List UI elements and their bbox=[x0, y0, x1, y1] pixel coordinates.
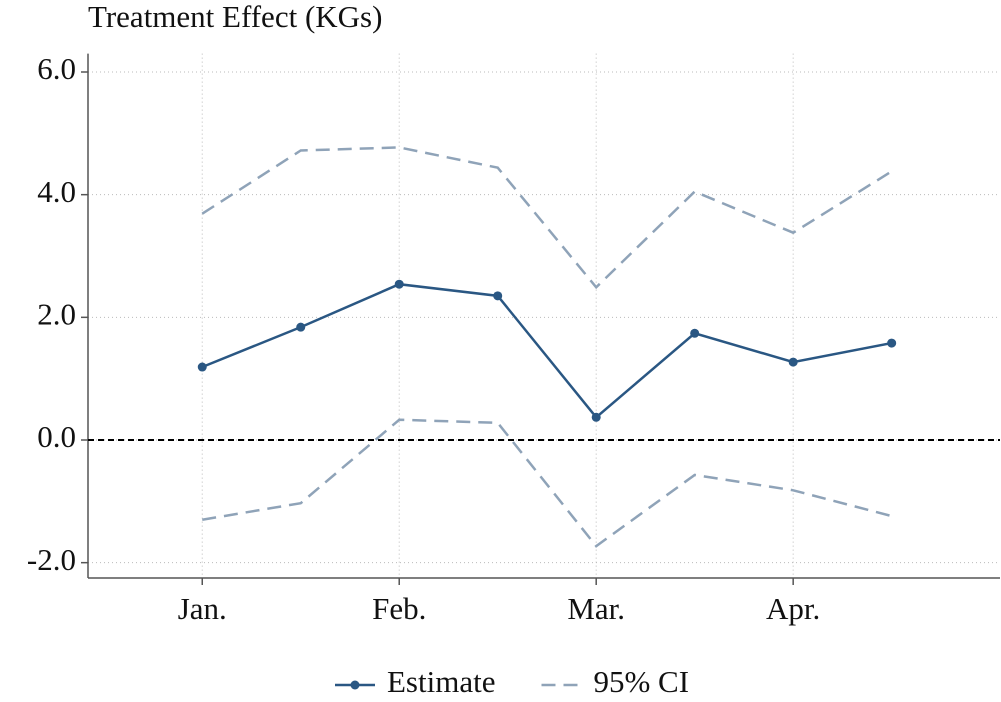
y-tick-label: -2.0 bbox=[27, 542, 76, 577]
legend-marker bbox=[350, 680, 360, 690]
point bbox=[788, 357, 798, 367]
point bbox=[591, 412, 601, 422]
point bbox=[690, 328, 700, 338]
legend-label: Estimate bbox=[387, 664, 495, 699]
x-tick-label: Apr. bbox=[766, 591, 820, 626]
point bbox=[296, 322, 306, 332]
x-tick-label: Jan. bbox=[178, 591, 227, 626]
x-tick-label: Mar. bbox=[567, 591, 625, 626]
y-tick-label: 2.0 bbox=[37, 296, 76, 331]
point bbox=[197, 362, 207, 372]
point bbox=[887, 338, 897, 348]
x-tick-label: Feb. bbox=[372, 591, 426, 626]
y-tick-label: 6.0 bbox=[37, 51, 76, 86]
estimate-line bbox=[201, 282, 892, 420]
ci-line bbox=[201, 146, 893, 290]
y-tick-label: 4.0 bbox=[37, 174, 76, 209]
y-tick-label: 0.0 bbox=[37, 419, 76, 454]
point bbox=[394, 279, 404, 289]
point bbox=[493, 291, 503, 301]
ci-line bbox=[202, 418, 892, 548]
chart-title: Treatment Effect (KGs) bbox=[88, 0, 382, 34]
legend-label: 95% CI bbox=[593, 664, 689, 699]
